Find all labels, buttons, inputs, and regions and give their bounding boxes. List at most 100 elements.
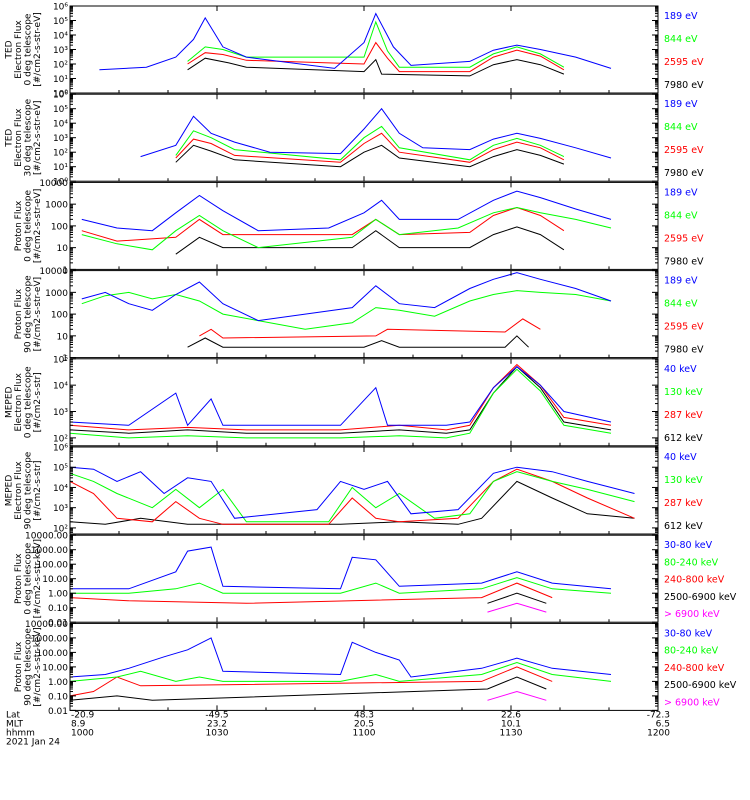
series-line-2-3 [175,125,565,161]
y-tick-label: 10² [53,149,68,159]
footer-lat: -49.5 [205,711,228,721]
y-axis-label: TED [5,129,15,148]
series-line-3-1 [175,226,565,255]
legend-entry: 189 eV [664,276,698,287]
y-tick-label: 1 [62,266,68,276]
footer-row-label: 2021 Jan 24 [6,738,60,748]
y-tick-label: 0.10 [48,604,68,614]
series-line-5-2 [69,363,612,431]
footer-hhmm: 1000 [71,729,94,739]
y-tick-label: 10² [53,61,68,71]
y-tick-label: 1 [62,354,68,364]
legend-entry: 240-800 keV [664,663,725,674]
series-line-2-2 [175,132,565,163]
y-axis-label: [#/cm2-s-str-eV] [33,12,43,87]
y-tick-label: 1000.00 [31,546,68,556]
legend-entry: 612 keV [664,521,703,532]
series-line-4-2 [199,318,541,339]
legend-entry: 2595 eV [664,233,704,244]
footer-lat: 48.3 [354,711,374,721]
y-tick-label: 10.00 [42,575,68,585]
flux-panel-4: 1 10 100 1000 10000 Proton Flux 90 deg telesco… [14,267,704,364]
footer-row-label: hhmm [6,729,35,739]
y-tick-label: 10³ [53,408,68,418]
series-line-3-3 [81,206,612,251]
legend-entry: 287 keV [664,498,703,509]
y-tick-label: 10 [57,332,69,342]
footer-row-label: Lat [6,711,21,721]
y-tick-label: 10⁰ [53,90,68,100]
legend-entry: 7980 eV [664,168,704,179]
y-axis-label: 0 deg telescope [24,13,34,85]
series-line-4-1 [187,335,529,348]
legend-entry: 7980 eV [664,256,704,267]
footer-mlt: 8.9 [71,720,86,730]
flux-panel-5: 10² 10³ 10⁴ 10⁵ MEPED Electron Flux 0 deg tele… [5,355,703,447]
y-tick-label: 10⁰ [53,178,68,188]
y-tick-label: 1.00 [48,678,68,688]
flux-panel-1: 10⁰ 10¹ 10² 10³ 10⁴ 10⁵ 10⁶ TED Electron Flux 0 d… [5,3,705,100]
y-axis-label: 0 deg telescope [24,366,34,438]
legend-entry: 189 eV [664,187,698,198]
y-axis-label: [#/cm2-s-str-eV] [33,189,43,264]
legend-entry: 240-800 keV [664,575,725,586]
legend-entry: > 6900 keV [664,609,720,620]
y-axis-label: Proton Flux [14,553,24,604]
panel-frame [69,5,659,94]
y-axis-label: Electron Flux [14,372,24,431]
y-tick-label: 10 [57,244,69,254]
flux-panel-7: 0.01 0.10 1.00 10.00 100.00 1000.00 10000.00 Pr… [14,532,737,629]
footer-lat: -20.9 [71,711,95,721]
y-axis-label: Electron Flux [14,108,24,167]
y-axis-label: Proton Flux [14,641,24,692]
legend-entry: 40 keV [664,364,697,375]
y-tick-label: 10⁴ [53,32,68,42]
y-axis-label: 0 deg telescope [24,189,34,261]
y-tick-label: 10000.00 [25,620,68,630]
y-axis-label: [#/cm2-s-str-eV] [33,100,43,175]
legend-entry: 40 keV [664,452,697,463]
legend-entry: 844 eV [664,122,698,133]
series-line-7-2 [487,592,547,604]
y-tick-label: 10000 [39,267,68,277]
series-line-5-3 [69,368,612,439]
legend-entry: 30-80 keV [664,628,713,639]
footer-mlt: 6.5 [656,720,670,730]
series-line-2-4 [140,107,612,159]
footer-row-label: MLT [6,720,24,730]
legend-entry: 189 eV [664,11,698,22]
y-tick-label: 10⁴ [53,382,68,392]
series-line-6-3 [69,471,635,523]
footer-mlt: 20.5 [354,720,374,730]
legend-entry: 30-80 keV [664,540,713,551]
y-axis-label: MEPED [5,386,15,418]
y-tick-label: 10⁵ [53,464,68,474]
series-line-7-5 [70,546,612,590]
series-line-1-1 [187,57,565,77]
legend-entry: 189 eV [664,99,698,110]
series-line-6-4 [69,466,635,519]
legend-entry: 844 eV [664,34,698,45]
y-tick-label: 10¹ [53,163,68,173]
y-axis-label: 0 deg telescope [24,542,34,614]
legend-entry: 80-240 keV [664,646,719,657]
legend-entry: 2595 eV [664,322,704,333]
series-line-7-1 [487,602,547,613]
footer-lat: 22.6 [501,711,521,721]
y-axis-label: [#/cm2-s-str-keV] [33,539,43,618]
series-line-6-2 [69,468,635,525]
y-tick-label: 1000 [45,201,68,211]
y-axis-label: MEPED [5,475,15,507]
y-tick-label: 1.00 [48,590,68,600]
y-tick-label: 100 [51,311,68,321]
y-tick-label: 1000 [45,289,68,299]
legend-entry: 612 keV [664,433,703,444]
y-tick-label: 10⁶ [53,3,68,13]
legend-entry: > 6900 keV [664,697,720,708]
series-line-8-2 [69,676,547,701]
y-tick-label: 10³ [53,504,68,514]
y-axis-label: 30 deg telescope [24,98,34,176]
